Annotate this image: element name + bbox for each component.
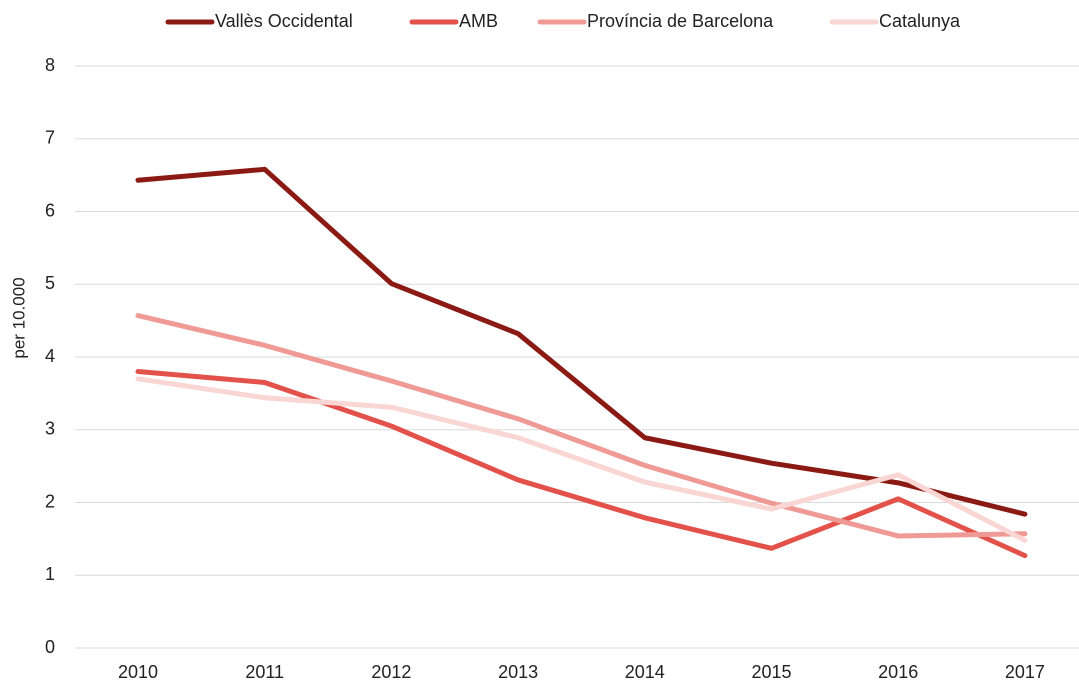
y-tick-label: 0 [45, 637, 55, 657]
x-tick-label: 2016 [878, 662, 918, 682]
x-tick-label: 2017 [1005, 662, 1045, 682]
x-tick-label: 2013 [498, 662, 538, 682]
y-tick-label: 5 [45, 273, 55, 293]
x-tick-label: 2010 [118, 662, 158, 682]
y-tick-label: 6 [45, 200, 55, 220]
y-tick-label: 1 [45, 564, 55, 584]
legend-label: Vallès Occidental [215, 11, 353, 31]
x-tick-label: 2011 [245, 662, 284, 682]
y-axis-label: per 10.000 [9, 277, 28, 358]
y-tick-label: 2 [45, 491, 55, 511]
y-tick-label: 8 [45, 55, 55, 75]
legend-label: Catalunya [879, 11, 961, 31]
series-line [135, 376, 1028, 543]
x-tick-label: 2014 [625, 662, 665, 682]
y-tick-label: 7 [45, 128, 55, 148]
legend-label: AMB [459, 11, 498, 31]
legend-label: Província de Barcelona [587, 11, 774, 31]
x-tick-label: 2015 [751, 662, 791, 682]
y-tick-label: 3 [45, 419, 55, 439]
series-line [135, 313, 1028, 539]
series-line [135, 369, 1028, 559]
x-tick-label: 2012 [371, 662, 411, 682]
y-tick-label: 4 [45, 346, 55, 366]
